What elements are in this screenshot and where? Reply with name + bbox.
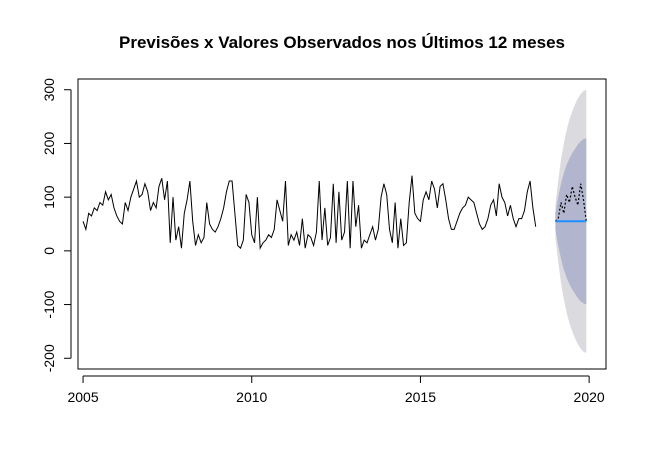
y-tick-label: 300 bbox=[41, 78, 57, 102]
observed-line bbox=[82, 175, 537, 251]
y-axis: -200 -100 0 100 200 300 bbox=[41, 78, 72, 372]
y-tick-label: -200 bbox=[41, 344, 57, 372]
observed-series bbox=[82, 175, 537, 251]
y-tick-label: 0 bbox=[41, 247, 57, 255]
chart-title: Previsões x Valores Observados nos Últim… bbox=[119, 33, 565, 52]
x-tick-label: 2010 bbox=[236, 389, 267, 405]
x-tick-label: 2005 bbox=[67, 389, 98, 405]
y-tick-label: 100 bbox=[41, 185, 57, 209]
observed-last12-line bbox=[554, 183, 587, 222]
x-axis: 2005 2010 2015 2020 bbox=[67, 375, 605, 405]
y-tick-label: 200 bbox=[41, 132, 57, 156]
x-tick-label: 2020 bbox=[574, 389, 605, 405]
plot-box bbox=[77, 78, 607, 370]
y-tick-label: -100 bbox=[41, 290, 57, 318]
observed-last12-series bbox=[554, 183, 587, 222]
x-tick-label: 2015 bbox=[405, 389, 436, 405]
